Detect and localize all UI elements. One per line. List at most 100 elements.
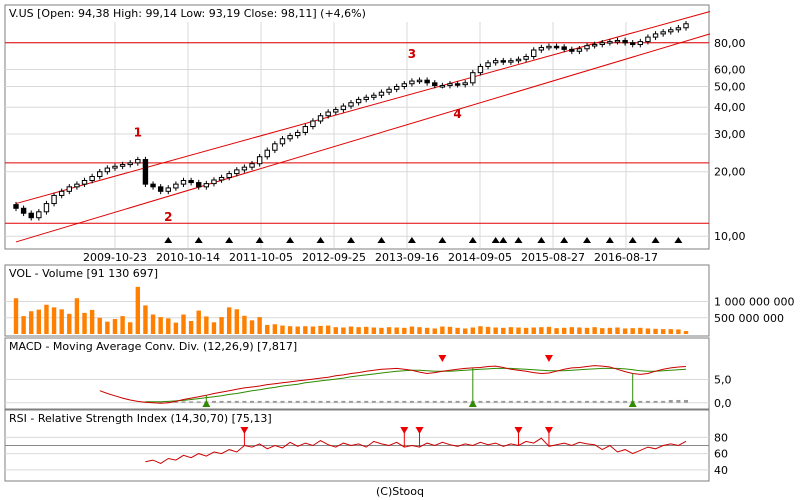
macd-histogram-bar (295, 400, 300, 403)
macd-histogram-bar (600, 400, 605, 403)
buy-arrow-marker (628, 237, 637, 243)
candle-body (492, 60, 499, 64)
volume-bar (516, 327, 521, 334)
candle-body (569, 48, 575, 52)
volume-bar (257, 317, 262, 334)
candle-body (508, 60, 514, 63)
buy-arrow-marker (651, 237, 660, 243)
macd-histogram-bar (356, 400, 361, 403)
candle-body (447, 83, 453, 87)
macd-main-line (99, 365, 687, 404)
volume-bar (622, 328, 628, 334)
volume-bar (485, 326, 491, 334)
volume-bar (523, 327, 529, 334)
volume-bar (409, 326, 415, 334)
candle-body (409, 80, 415, 85)
volume-bar (561, 327, 567, 334)
candle-body (576, 48, 583, 52)
buy-arrow-marker (499, 237, 508, 243)
volume-bar (249, 320, 255, 334)
rsi-y-tick-label: 80 (714, 431, 728, 444)
price-grid (5, 22, 709, 248)
candle-body (371, 94, 377, 98)
volume-bar (463, 328, 468, 334)
volume-bar (295, 326, 300, 334)
macd-histogram-bar (653, 400, 658, 403)
volume-y-tick-label: 1 000 000 000 (714, 296, 794, 309)
macd-buy-marker (468, 400, 477, 407)
macd-histogram-bar (645, 400, 650, 403)
volume-bar (74, 298, 80, 334)
volume-bar (242, 315, 247, 334)
candle-body (142, 159, 149, 185)
price-y-tick-label: 50,00 (714, 80, 746, 93)
candle-body (13, 204, 19, 209)
macd-histogram-bar (303, 400, 308, 403)
volume-bar (371, 327, 377, 334)
volume-bar (318, 325, 323, 334)
candle-body (28, 212, 34, 219)
candle-body (135, 159, 141, 164)
candle-body (584, 45, 590, 50)
price-panel-frame (4, 4, 710, 250)
volume-bar (584, 327, 590, 334)
macd-y-ticks: 5,0 0,0 (714, 374, 732, 410)
macd-histogram-bar (463, 400, 468, 403)
macd-histogram-bar (607, 400, 612, 403)
volume-bar (394, 327, 399, 334)
volume-bar (569, 327, 574, 334)
volume-bar (150, 314, 156, 334)
candle-body (173, 183, 179, 189)
buy-arrow-marker (491, 237, 500, 243)
buy-arrow-marker (468, 237, 477, 243)
volume-bar (13, 298, 19, 334)
volume-bar (158, 317, 163, 334)
x-tick-label: 2016-08-17 (594, 251, 658, 264)
macd-histogram-bar (508, 400, 513, 403)
candle-body (652, 33, 659, 38)
candle-body (561, 46, 567, 50)
macd-panel: MACD - Moving Average Conv. Div. (12,26,… (4, 337, 732, 410)
volume-bar (455, 327, 460, 334)
volume-bar (638, 327, 643, 334)
volume-bar (59, 309, 64, 334)
x-tick-label: 2012-09-25 (302, 251, 366, 264)
macd-histogram-bar (531, 400, 536, 403)
candle-body (538, 47, 545, 51)
buy-arrow-marker (347, 237, 355, 243)
candle-body (485, 62, 491, 67)
candle-body (386, 88, 392, 93)
candle-body (211, 179, 217, 185)
volume-bar (219, 317, 224, 334)
price-panel-title: V.US [Open: 94,38 High: 99,14 Low: 93,19… (9, 7, 366, 20)
volume-bar (29, 311, 34, 334)
candle-body (150, 183, 156, 188)
rsi-y-tick-label: 40 (714, 464, 728, 477)
candle-body (295, 131, 301, 137)
macd-histogram-bar (486, 400, 491, 403)
macd-histogram-bar (349, 400, 353, 403)
candle-body (500, 60, 506, 63)
candle-body (523, 56, 529, 60)
candle-body (89, 175, 95, 181)
buy-arrow-marker (194, 237, 203, 243)
trend-channel-line (15, 33, 711, 243)
volume-bar (188, 321, 194, 334)
candle-body (58, 190, 65, 196)
candle-body (104, 167, 111, 173)
volume-bar (470, 327, 476, 334)
volume-bar (181, 314, 186, 334)
macd-histogram-bar (539, 400, 544, 403)
macd-histogram-bar (516, 400, 521, 403)
macd-y-tick-label: 0,0 (714, 397, 732, 410)
volume-bar (234, 309, 239, 334)
candle-body (348, 102, 354, 107)
rsi-panel: RSI - Relative Strength Index (14,30,70)… (4, 409, 728, 482)
volume-bar (325, 325, 331, 334)
macd-histogram-bar (242, 400, 247, 403)
price-panel: V.US [Open: 94,38 High: 99,14 Low: 93,19… (4, 4, 746, 250)
macd-lines (99, 365, 687, 404)
buy-arrow-marker (255, 237, 264, 243)
macd-histogram-bar (189, 401, 194, 403)
volume-bar (310, 326, 316, 334)
